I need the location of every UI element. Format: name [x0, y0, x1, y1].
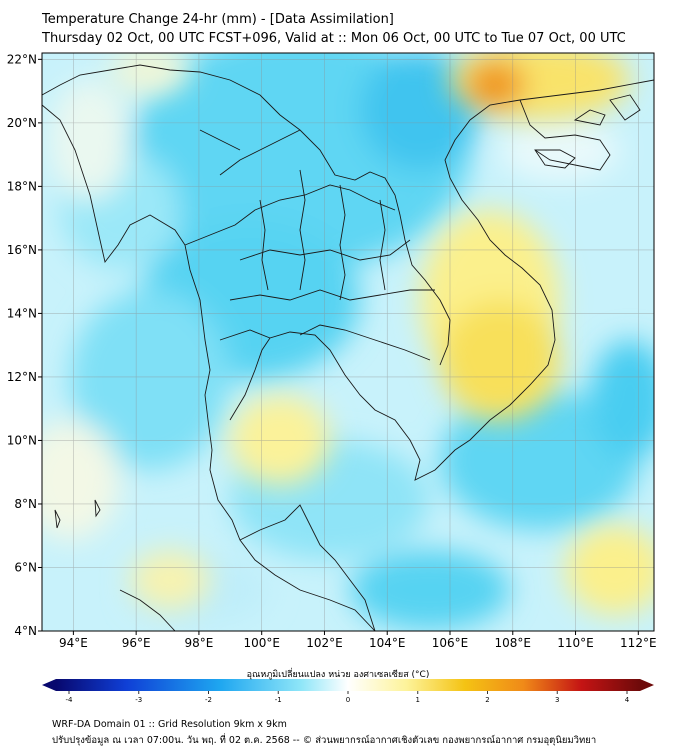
lon-tick-label: 100°E: [243, 636, 280, 650]
colorbar-tick-label: 4: [625, 696, 630, 704]
footer-line-2: ปรับปรุงข้อมูล ณ เวลา 07:00น. วัน พฤ. ที…: [52, 735, 597, 746]
lon-tick-label: 96°E: [122, 636, 151, 650]
map-frame: [41, 52, 655, 632]
lat-tick-label: 20°N: [7, 116, 37, 130]
lon-tick-label: 110°E: [557, 636, 594, 650]
footer-line-1: WRF-DA Domain 01 :: Grid Resolution 9km …: [52, 719, 287, 730]
lat-tick-label: 6°N: [14, 560, 37, 574]
lon-tick-label: 98°E: [184, 636, 213, 650]
lat-tick-label: 16°N: [7, 243, 37, 257]
lat-tick-label: 22°N: [7, 52, 37, 66]
map-title: Temperature Change 24-hr (mm) - [Data As…: [42, 12, 394, 27]
lon-tick-label: 94°E: [59, 636, 88, 650]
lon-tick-label: 112°E: [620, 636, 657, 650]
colorbar-tick-label: 2: [485, 696, 489, 704]
colorbar-tick-label: -1: [275, 696, 282, 704]
lon-tick-label: 106°E: [432, 636, 469, 650]
lat-tick-label: 10°N: [7, 433, 37, 447]
colorbar-ticks: -4 -3 -2 -1 0 1 2 3 4: [66, 691, 630, 704]
colorbar: -4 -3 -2 -1 0 1 2 3 4: [42, 679, 654, 704]
colorbar-tick-label: -2: [205, 696, 212, 704]
colorbar-tick-label: -4: [66, 696, 74, 704]
latitude-axis: 22°N 20°N 18°N 16°N 14°N 12°N 10°N 8°N 6°N 4°N: [7, 52, 42, 638]
map-subtitle: Thursday 02 Oct, 00 UTC FCST+096, Valid …: [42, 31, 626, 46]
colorbar-tick-label: 3: [555, 696, 559, 704]
colorbar-max-arrow: [640, 679, 654, 691]
lon-tick-label: 108°E: [495, 636, 532, 650]
colorbar-tick-label: 0: [346, 696, 350, 704]
lat-tick-label: 8°N: [14, 497, 37, 511]
colorbar-tick-label: 1: [416, 696, 420, 704]
lon-tick-label: 102°E: [306, 636, 343, 650]
coastline-borders: [42, 64, 654, 631]
lon-tick-label: 104°E: [369, 636, 406, 650]
colorbar-gradient: [56, 679, 640, 691]
colorbar-min-arrow: [42, 679, 56, 691]
lat-tick-label: 14°N: [7, 306, 37, 320]
longitude-axis: 94°E 96°E 98°E 100°E 102°E 104°E 106°E 108°E 110…: [59, 631, 657, 650]
temperature-field: [42, 53, 654, 631]
lat-tick-label: 4°N: [14, 624, 37, 638]
colorbar-label: อุณหภูมิเปลี่ยนแปลง หน่วย องศาเซลเซียส (…: [246, 670, 430, 680]
lat-tick-label: 18°N: [7, 179, 37, 193]
colorbar-tick-label: -3: [135, 696, 142, 704]
lat-tick-label: 12°N: [7, 370, 37, 384]
